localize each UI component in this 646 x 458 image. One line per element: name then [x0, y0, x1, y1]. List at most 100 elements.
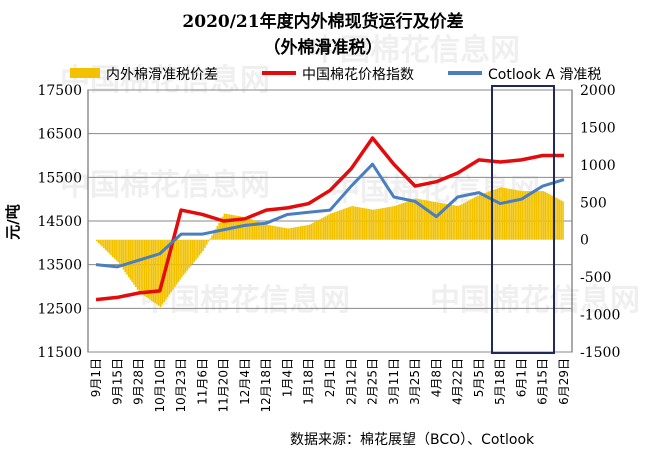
chart-title: 2020/21年度内外棉现货运行及价差: [182, 11, 463, 32]
spread-bar: [447, 204, 449, 240]
spread-bar: [253, 220, 256, 240]
spread-bar: [322, 217, 325, 240]
spread-bar: [470, 199, 472, 240]
spread-bar: [351, 206, 353, 240]
spread-bar: [408, 201, 410, 240]
spread-bar: [487, 191, 490, 240]
spread-bar: [546, 192, 548, 240]
spread-bar: [484, 192, 486, 240]
spread-bar: [292, 227, 295, 240]
spread-bar: [393, 206, 396, 240]
spread-bar: [443, 203, 446, 240]
spread-bar: [97, 239, 100, 243]
spread-bar: [342, 209, 345, 240]
spread-bar: [406, 201, 408, 240]
spread-bar: [214, 229, 217, 240]
spread-bar: [338, 210, 341, 240]
x-tick-label: 9月15日: [110, 358, 124, 405]
spread-bar: [152, 239, 155, 303]
spread-bar: [260, 222, 263, 240]
cotlook-line: [95, 162, 565, 269]
spread-bar: [135, 239, 137, 288]
spread-bar: [459, 205, 462, 240]
spread-bar: [400, 203, 403, 240]
spread-bar: [221, 216, 224, 240]
legend-label-china: 中国棉花价格指数: [302, 66, 414, 83]
spread-bar: [213, 232, 215, 240]
spread-bar: [383, 207, 385, 240]
spread-bar: [278, 226, 281, 240]
spread-bar: [415, 198, 417, 240]
spread-bar: [289, 228, 291, 240]
spread-bar: [381, 208, 384, 240]
spread-bar: [197, 239, 199, 258]
spread-bar: [142, 239, 144, 295]
spread-bar: [551, 195, 554, 240]
right-tick-label: 500: [580, 195, 607, 211]
spread-bar: [445, 203, 447, 240]
left-tick-label: 15500: [37, 170, 82, 186]
spread-bar: [418, 199, 421, 240]
spread-bar: [145, 239, 148, 298]
x-tick-label: 10月10日: [153, 358, 167, 413]
x-tick-label: 6月15日: [536, 358, 550, 405]
x-tick-label: 4月8日: [429, 358, 443, 397]
spread-bar: [505, 188, 508, 240]
spread-bar: [255, 221, 258, 240]
left-tick-label: 16500: [37, 127, 82, 143]
chart-subtitle: （外棉滑准税）: [264, 37, 383, 58]
spread-bar: [168, 239, 171, 295]
spread-bar: [517, 190, 520, 240]
spread-bar: [344, 208, 346, 240]
spread-bar: [172, 239, 174, 290]
spread-bar: [283, 227, 286, 240]
spread-bar: [448, 204, 451, 240]
spread-bar: [512, 189, 515, 240]
spread-bar: [259, 222, 261, 240]
spread-bar: [275, 226, 277, 240]
spread-bar: [516, 190, 518, 240]
spread-bar: [335, 211, 337, 240]
svg-text:中国棉花信息网: 中国棉花信息网: [310, 33, 520, 68]
spread-bar: [473, 197, 476, 240]
spread-bar: [507, 188, 509, 240]
right-tick-label: 0: [580, 233, 589, 249]
spread-bar: [191, 239, 194, 265]
spread-bar: [170, 239, 173, 293]
spread-bar: [365, 208, 368, 240]
spread-bar: [177, 239, 180, 283]
spread-bar: [356, 206, 359, 240]
spread-bar: [227, 214, 229, 240]
spread-bar: [301, 225, 304, 240]
spread-bar: [390, 206, 392, 240]
spread-bar: [306, 225, 309, 240]
spread-bar: [535, 191, 538, 240]
spread-bar: [386, 207, 389, 240]
x-tick-label: 12月4日: [238, 358, 252, 405]
spread-bar: [431, 201, 433, 240]
spread-bar: [377, 208, 380, 240]
spread-bar: [124, 239, 126, 273]
x-tick-label: 1月4日: [280, 358, 294, 397]
spread-bar: [549, 194, 552, 240]
spread-bar: [209, 238, 212, 240]
spread-bar: [370, 209, 373, 240]
spread-bar: [392, 206, 394, 240]
left-tick-label: 11500: [37, 345, 82, 361]
spread-bar: [271, 225, 274, 240]
spread-bar: [248, 218, 251, 240]
right-axis-ticks: -1500 -1000 -500 0 500 1000 1500 2000: [580, 83, 620, 361]
right-tick-label: -500: [580, 270, 611, 286]
spread-bar: [159, 239, 162, 308]
spread-bar: [471, 198, 474, 240]
spread-bar: [182, 239, 185, 275]
spread-bar: [186, 239, 189, 271]
spread-bar: [379, 208, 382, 240]
spread-bar: [372, 209, 375, 240]
spread-bar: [202, 239, 204, 251]
spread-bar: [530, 191, 532, 240]
spread-bar: [528, 191, 531, 240]
spread-bar: [273, 225, 275, 240]
spread-bar: [539, 191, 541, 240]
